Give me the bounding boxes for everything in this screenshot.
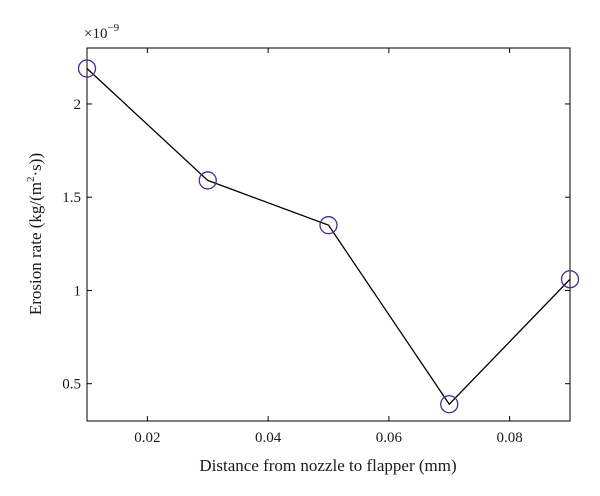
- y-multiplier-exponent: −9: [107, 22, 119, 34]
- data-point-marker: [77, 59, 97, 78]
- y-tick-label: 1.5: [62, 190, 81, 206]
- y-axis-label: Erosion rate (kg/(m2·s)): [25, 153, 45, 315]
- x-tick-label: 0.06: [376, 430, 403, 446]
- y-multiplier-base: ×10: [84, 26, 107, 42]
- y-tick-label: 1: [74, 283, 82, 299]
- y-tick-label: 2: [74, 97, 82, 113]
- data-point-marker: [198, 171, 217, 190]
- y-axis-label-main: Erosion rate (kg/(m: [26, 182, 45, 315]
- axis-ticks: [87, 48, 570, 421]
- data-point-marker: [560, 270, 580, 289]
- tick-labels: 0.02 0.04 0.06 0.08 0.5 1 1.5 2: [62, 97, 523, 446]
- x-axis-label: Distance from nozzle to flapper (mm): [199, 456, 456, 475]
- x-tick-label: 0.08: [497, 430, 523, 446]
- y-axis-label-sup: 2: [25, 176, 37, 182]
- y-tick-label: 0.5: [62, 377, 81, 393]
- series-line: [86, 68, 571, 406]
- y-axis-label-end: ·s)): [26, 153, 45, 177]
- x-tick-label: 0.02: [134, 430, 160, 446]
- x-tick-label: 0.04: [255, 430, 282, 446]
- plot-frame: [86, 47, 571, 422]
- series-markers: [77, 59, 580, 414]
- y-multiplier: ×10−9: [84, 22, 120, 42]
- data-point-marker: [319, 216, 338, 235]
- data-point-marker: [440, 395, 459, 414]
